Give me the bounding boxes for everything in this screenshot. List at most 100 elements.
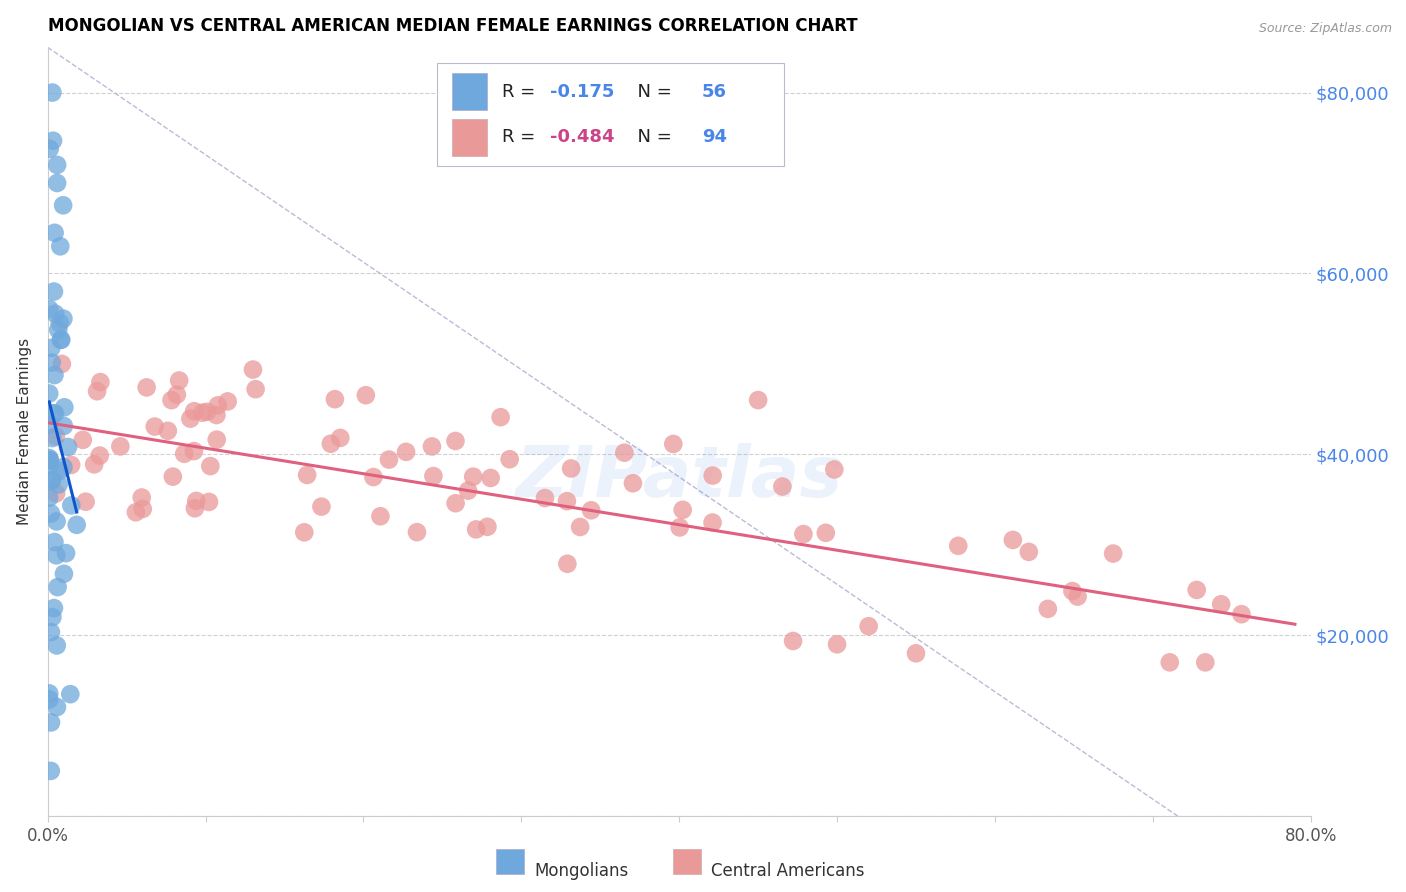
- Point: [51, 333, 73, 347]
- Point: [245, 382, 267, 396]
- Point: [560, 461, 582, 475]
- Point: [186, 494, 208, 508]
- Text: MONGOLIAN VS CENTRAL AMERICAN MEDIAN FEMALE EARNINGS CORRELATION CHART: MONGOLIAN VS CENTRAL AMERICAN MEDIAN FEM…: [48, 17, 858, 35]
- Point: [38, 301, 60, 316]
- Point: [52, 311, 75, 326]
- Point: [1018, 545, 1040, 559]
- Point: [747, 393, 769, 408]
- Text: R =: R =: [502, 83, 541, 101]
- Point: [53, 401, 76, 415]
- Point: [463, 469, 485, 483]
- Point: [183, 444, 205, 458]
- Text: -0.484: -0.484: [550, 128, 614, 146]
- Point: [89, 375, 111, 389]
- Point: [160, 393, 183, 408]
- Y-axis label: Median Female Earnings: Median Female Earnings: [17, 338, 32, 525]
- Point: [668, 520, 690, 534]
- Point: [904, 646, 927, 660]
- Point: [44, 407, 66, 421]
- Bar: [496, 849, 524, 874]
- Point: [948, 539, 970, 553]
- Point: [295, 467, 318, 482]
- Point: [395, 445, 418, 459]
- Point: [1001, 533, 1024, 547]
- Bar: [437, 62, 785, 167]
- Point: [41, 610, 63, 624]
- Point: [56, 440, 79, 454]
- Point: [1036, 602, 1059, 616]
- Point: [770, 479, 793, 493]
- Point: [41, 355, 63, 369]
- Point: [42, 601, 65, 615]
- Text: Central Americans: Central Americans: [711, 863, 865, 880]
- Point: [1102, 547, 1125, 561]
- Point: [46, 323, 69, 337]
- Point: [48, 477, 70, 491]
- Point: [166, 387, 188, 401]
- Point: [825, 637, 848, 651]
- Point: [86, 384, 108, 399]
- Point: [672, 503, 695, 517]
- Point: [662, 437, 685, 451]
- Point: [46, 158, 69, 172]
- Point: [60, 458, 83, 472]
- Point: [110, 439, 132, 453]
- Point: [292, 525, 315, 540]
- Point: [45, 486, 67, 500]
- Point: [45, 429, 67, 443]
- Text: Mongolians: Mongolians: [534, 863, 628, 880]
- Point: [46, 176, 69, 190]
- Point: [205, 408, 228, 422]
- Point: [38, 453, 60, 467]
- Point: [51, 357, 73, 371]
- Point: [814, 525, 837, 540]
- Point: [173, 447, 195, 461]
- Point: [319, 436, 342, 450]
- Point: [156, 424, 179, 438]
- Point: [217, 394, 239, 409]
- Point: [45, 549, 67, 563]
- Point: [1159, 656, 1181, 670]
- Point: [41, 473, 63, 487]
- Point: [1194, 656, 1216, 670]
- Bar: [673, 849, 700, 874]
- Text: ZIPatlas: ZIPatlas: [516, 443, 842, 512]
- Bar: [451, 73, 488, 111]
- Point: [46, 700, 69, 714]
- Point: [39, 625, 62, 640]
- Point: [44, 535, 66, 549]
- Point: [183, 404, 205, 418]
- Point: [477, 520, 499, 534]
- Point: [534, 491, 557, 505]
- Point: [42, 134, 65, 148]
- Point: [44, 368, 66, 383]
- Point: [323, 392, 346, 407]
- Point: [198, 495, 221, 509]
- Text: 94: 94: [702, 128, 727, 146]
- Point: [444, 496, 467, 510]
- Point: [46, 580, 69, 594]
- Point: [1066, 590, 1088, 604]
- Text: N =: N =: [626, 83, 678, 101]
- Point: [1211, 597, 1233, 611]
- Text: -0.175: -0.175: [550, 83, 614, 101]
- Point: [131, 491, 153, 505]
- Point: [329, 431, 352, 445]
- Point: [52, 198, 75, 212]
- Point: [1062, 584, 1084, 599]
- Point: [48, 464, 70, 478]
- Point: [38, 386, 60, 401]
- Point: [66, 517, 89, 532]
- Point: [39, 715, 62, 730]
- Text: N =: N =: [626, 128, 678, 146]
- Point: [569, 520, 592, 534]
- Point: [45, 515, 67, 529]
- Point: [89, 449, 111, 463]
- Point: [1185, 582, 1208, 597]
- Point: [49, 239, 72, 253]
- Point: [72, 433, 94, 447]
- Point: [45, 639, 67, 653]
- Point: [44, 226, 66, 240]
- Point: [858, 619, 880, 633]
- Point: [184, 501, 207, 516]
